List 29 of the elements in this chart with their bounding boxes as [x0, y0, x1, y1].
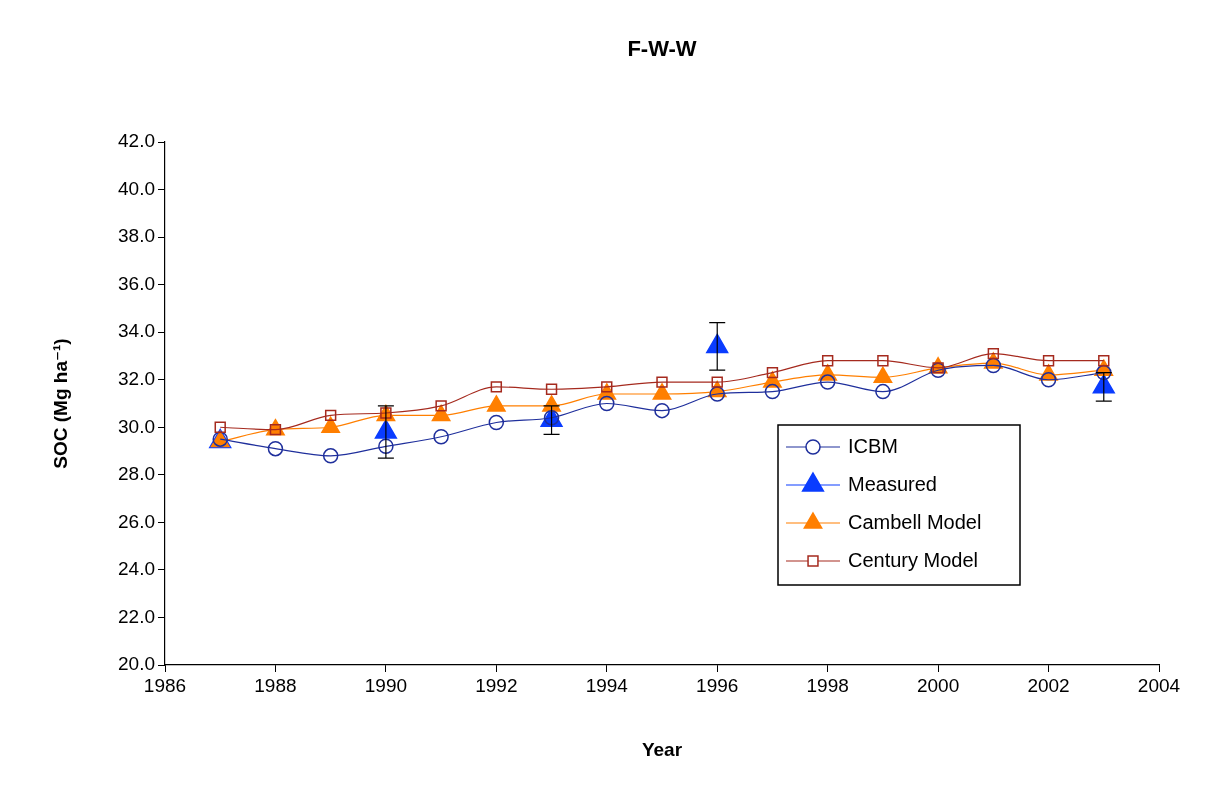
y-tick-label: 40.0: [118, 177, 155, 199]
legend-label: Century Model: [848, 548, 979, 571]
x-tick-label: 1986: [143, 674, 187, 696]
y-tick-label: 28.0: [118, 463, 155, 485]
y-tick-label: 42.0: [118, 130, 155, 152]
y-tick-label: 34.0: [118, 320, 155, 342]
x-tick-label: 1992: [475, 674, 518, 696]
y-tick-label: 38.0: [118, 225, 155, 247]
legend-label: ICBM: [848, 434, 898, 457]
x-tick-label: 1988: [254, 674, 297, 696]
x-tick-label: 2004: [1137, 674, 1181, 696]
x-tick-label: 2002: [1027, 674, 1070, 696]
x-tick-label: 1994: [585, 674, 629, 696]
y-tick-label: 24.0: [118, 558, 155, 580]
legend-label: Cambell Model: [848, 510, 982, 533]
x-tick-label: 1990: [364, 674, 408, 696]
y-tick-label: 32.0: [118, 367, 155, 389]
y-tick-label: 20.0: [118, 653, 155, 675]
x-tick-label: 1998: [806, 674, 849, 696]
y-tick-label: 22.0: [118, 605, 155, 627]
y-axis-title: SOC (Mg ha⁻¹): [50, 338, 72, 469]
x-tick-label: 2000: [916, 674, 960, 696]
y-tick-label: 36.0: [118, 272, 155, 294]
legend-label: Measured: [848, 472, 937, 495]
x-tick-label: 1996: [696, 674, 739, 696]
y-tick-label: 26.0: [118, 510, 155, 532]
chart-title: F-W-W: [627, 36, 697, 62]
y-tick-label: 30.0: [118, 415, 155, 437]
x-axis-title: Year: [641, 739, 683, 761]
